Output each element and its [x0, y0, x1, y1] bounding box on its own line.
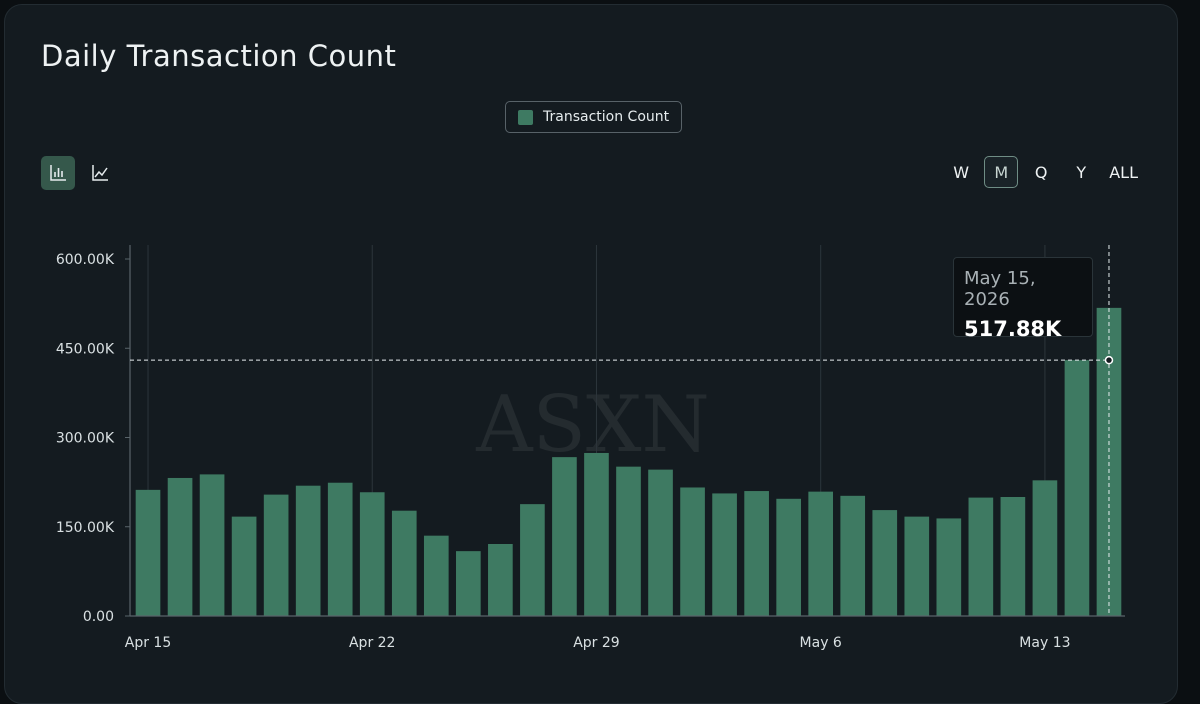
chart-card: Daily Transaction Count Transaction Coun…: [4, 4, 1178, 704]
bar[interactable]: [616, 466, 641, 616]
bar[interactable]: [488, 544, 513, 616]
bar[interactable]: [295, 485, 321, 616]
range-button-q[interactable]: Q: [1034, 162, 1048, 182]
chart-tooltip: May 15, 2026 517.88K: [953, 257, 1093, 341]
bar[interactable]: [552, 457, 577, 616]
line-chart-toggle[interactable]: [83, 156, 117, 190]
bar[interactable]: [936, 518, 962, 616]
bar[interactable]: [904, 516, 930, 616]
y-tick-label: 300.00K: [56, 431, 115, 447]
bar[interactable]: [1000, 497, 1026, 616]
bar[interactable]: [327, 482, 353, 616]
range-button-m[interactable]: M: [984, 156, 1019, 188]
y-tick-label: 600.00K: [56, 252, 115, 268]
bar[interactable]: [680, 487, 705, 616]
y-tick-label: 450.00K: [56, 341, 115, 357]
x-tick-label: May 13: [1019, 635, 1070, 651]
bar[interactable]: [1032, 480, 1058, 616]
bar-chart-toggle[interactable]: [41, 156, 75, 190]
tooltip-date: May 15, 2026: [964, 268, 1036, 310]
bar[interactable]: [840, 495, 866, 616]
bar[interactable]: [423, 535, 449, 616]
x-tick-label: Apr 22: [349, 635, 395, 651]
y-tick-label: 150.00K: [56, 520, 115, 536]
range-button-y[interactable]: Y: [1076, 162, 1087, 182]
bar[interactable]: [648, 469, 673, 616]
bar[interactable]: [199, 474, 225, 616]
bar[interactable]: [456, 551, 481, 616]
chart-title: Daily Transaction Count: [41, 39, 397, 73]
tooltip-value: 517.88K: [964, 317, 1062, 341]
bar[interactable]: [231, 516, 257, 616]
bar[interactable]: [391, 510, 417, 616]
legend-item[interactable]: Transaction Count: [505, 101, 683, 133]
bar[interactable]: [808, 491, 834, 616]
bar[interactable]: [712, 493, 737, 616]
x-tick-label: Apr 15: [125, 635, 171, 651]
range-button-all[interactable]: ALL: [1109, 162, 1138, 182]
line-chart-icon: [92, 165, 108, 181]
bar[interactable]: [968, 497, 994, 616]
crosshair-point: [1104, 355, 1114, 365]
legend-swatch: [518, 109, 533, 125]
range-button-w[interactable]: W: [953, 162, 970, 182]
bar[interactable]: [872, 510, 898, 616]
x-tick-label: May 6: [800, 635, 842, 651]
bar[interactable]: [744, 491, 769, 616]
x-tick-label: Apr 29: [573, 635, 619, 651]
legend-label: Transaction Count: [543, 109, 670, 125]
bar[interactable]: [359, 492, 385, 616]
time-range-selector: W M Q Y ALL: [944, 156, 1143, 188]
bar[interactable]: [167, 477, 193, 616]
bar[interactable]: [263, 494, 289, 616]
bar[interactable]: [135, 489, 161, 616]
bar-chart-icon: [50, 165, 66, 181]
bar[interactable]: [1064, 360, 1090, 616]
bar-chart: ASXN Apr 15 Apr 22 Apr 29 May 6 May 130.0015…: [56, 245, 1125, 651]
bar[interactable]: [776, 498, 801, 616]
bar[interactable]: [584, 452, 609, 616]
bar[interactable]: [520, 504, 545, 616]
y-tick-label: 0.00: [83, 609, 114, 625]
